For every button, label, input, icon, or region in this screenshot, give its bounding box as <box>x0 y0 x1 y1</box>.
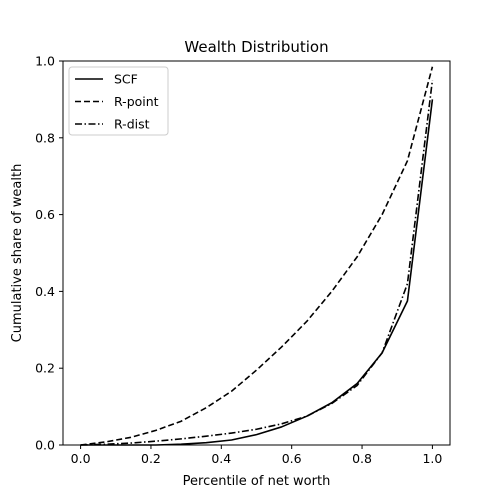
x-tick-label: 1.0 <box>422 451 442 466</box>
y-tick-label: 0.2 <box>35 361 55 376</box>
x-tick-label: 0.6 <box>282 451 302 466</box>
x-tick-label: 0.2 <box>141 451 161 466</box>
y-tick-label: 1.0 <box>35 54 55 69</box>
legend: SCF R-point R-dist <box>68 66 169 136</box>
plot-frame <box>62 60 451 446</box>
x-tick-label: 0.8 <box>352 451 372 466</box>
y-tick-label: 0.0 <box>35 438 55 453</box>
y-tick-label: 0.6 <box>35 207 55 222</box>
y-tick-label: 0.4 <box>35 284 55 299</box>
legend-label-scf: SCF <box>114 72 138 87</box>
series-line-r-point <box>80 66 434 446</box>
x-tick-label: 0.4 <box>211 451 231 466</box>
series-line-r-dist <box>80 80 434 446</box>
chart-title: Wealth Distribution <box>184 38 328 56</box>
x-axis-label: Percentile of net worth <box>183 474 331 489</box>
legend-box <box>68 66 169 136</box>
legend-label-r-dist: R-dist <box>114 117 150 132</box>
x-tick-label: 0.0 <box>71 451 91 466</box>
y-axis-label: Cumulative share of wealth <box>10 164 25 343</box>
y-axis: 0.0 0.2 0.4 0.6 0.8 1.0 <box>35 54 63 453</box>
y-tick-label: 0.8 <box>35 130 55 145</box>
legend-label-r-point: R-point <box>114 94 159 109</box>
x-axis: 0.0 0.2 0.4 0.6 0.8 1.0 <box>71 445 442 466</box>
